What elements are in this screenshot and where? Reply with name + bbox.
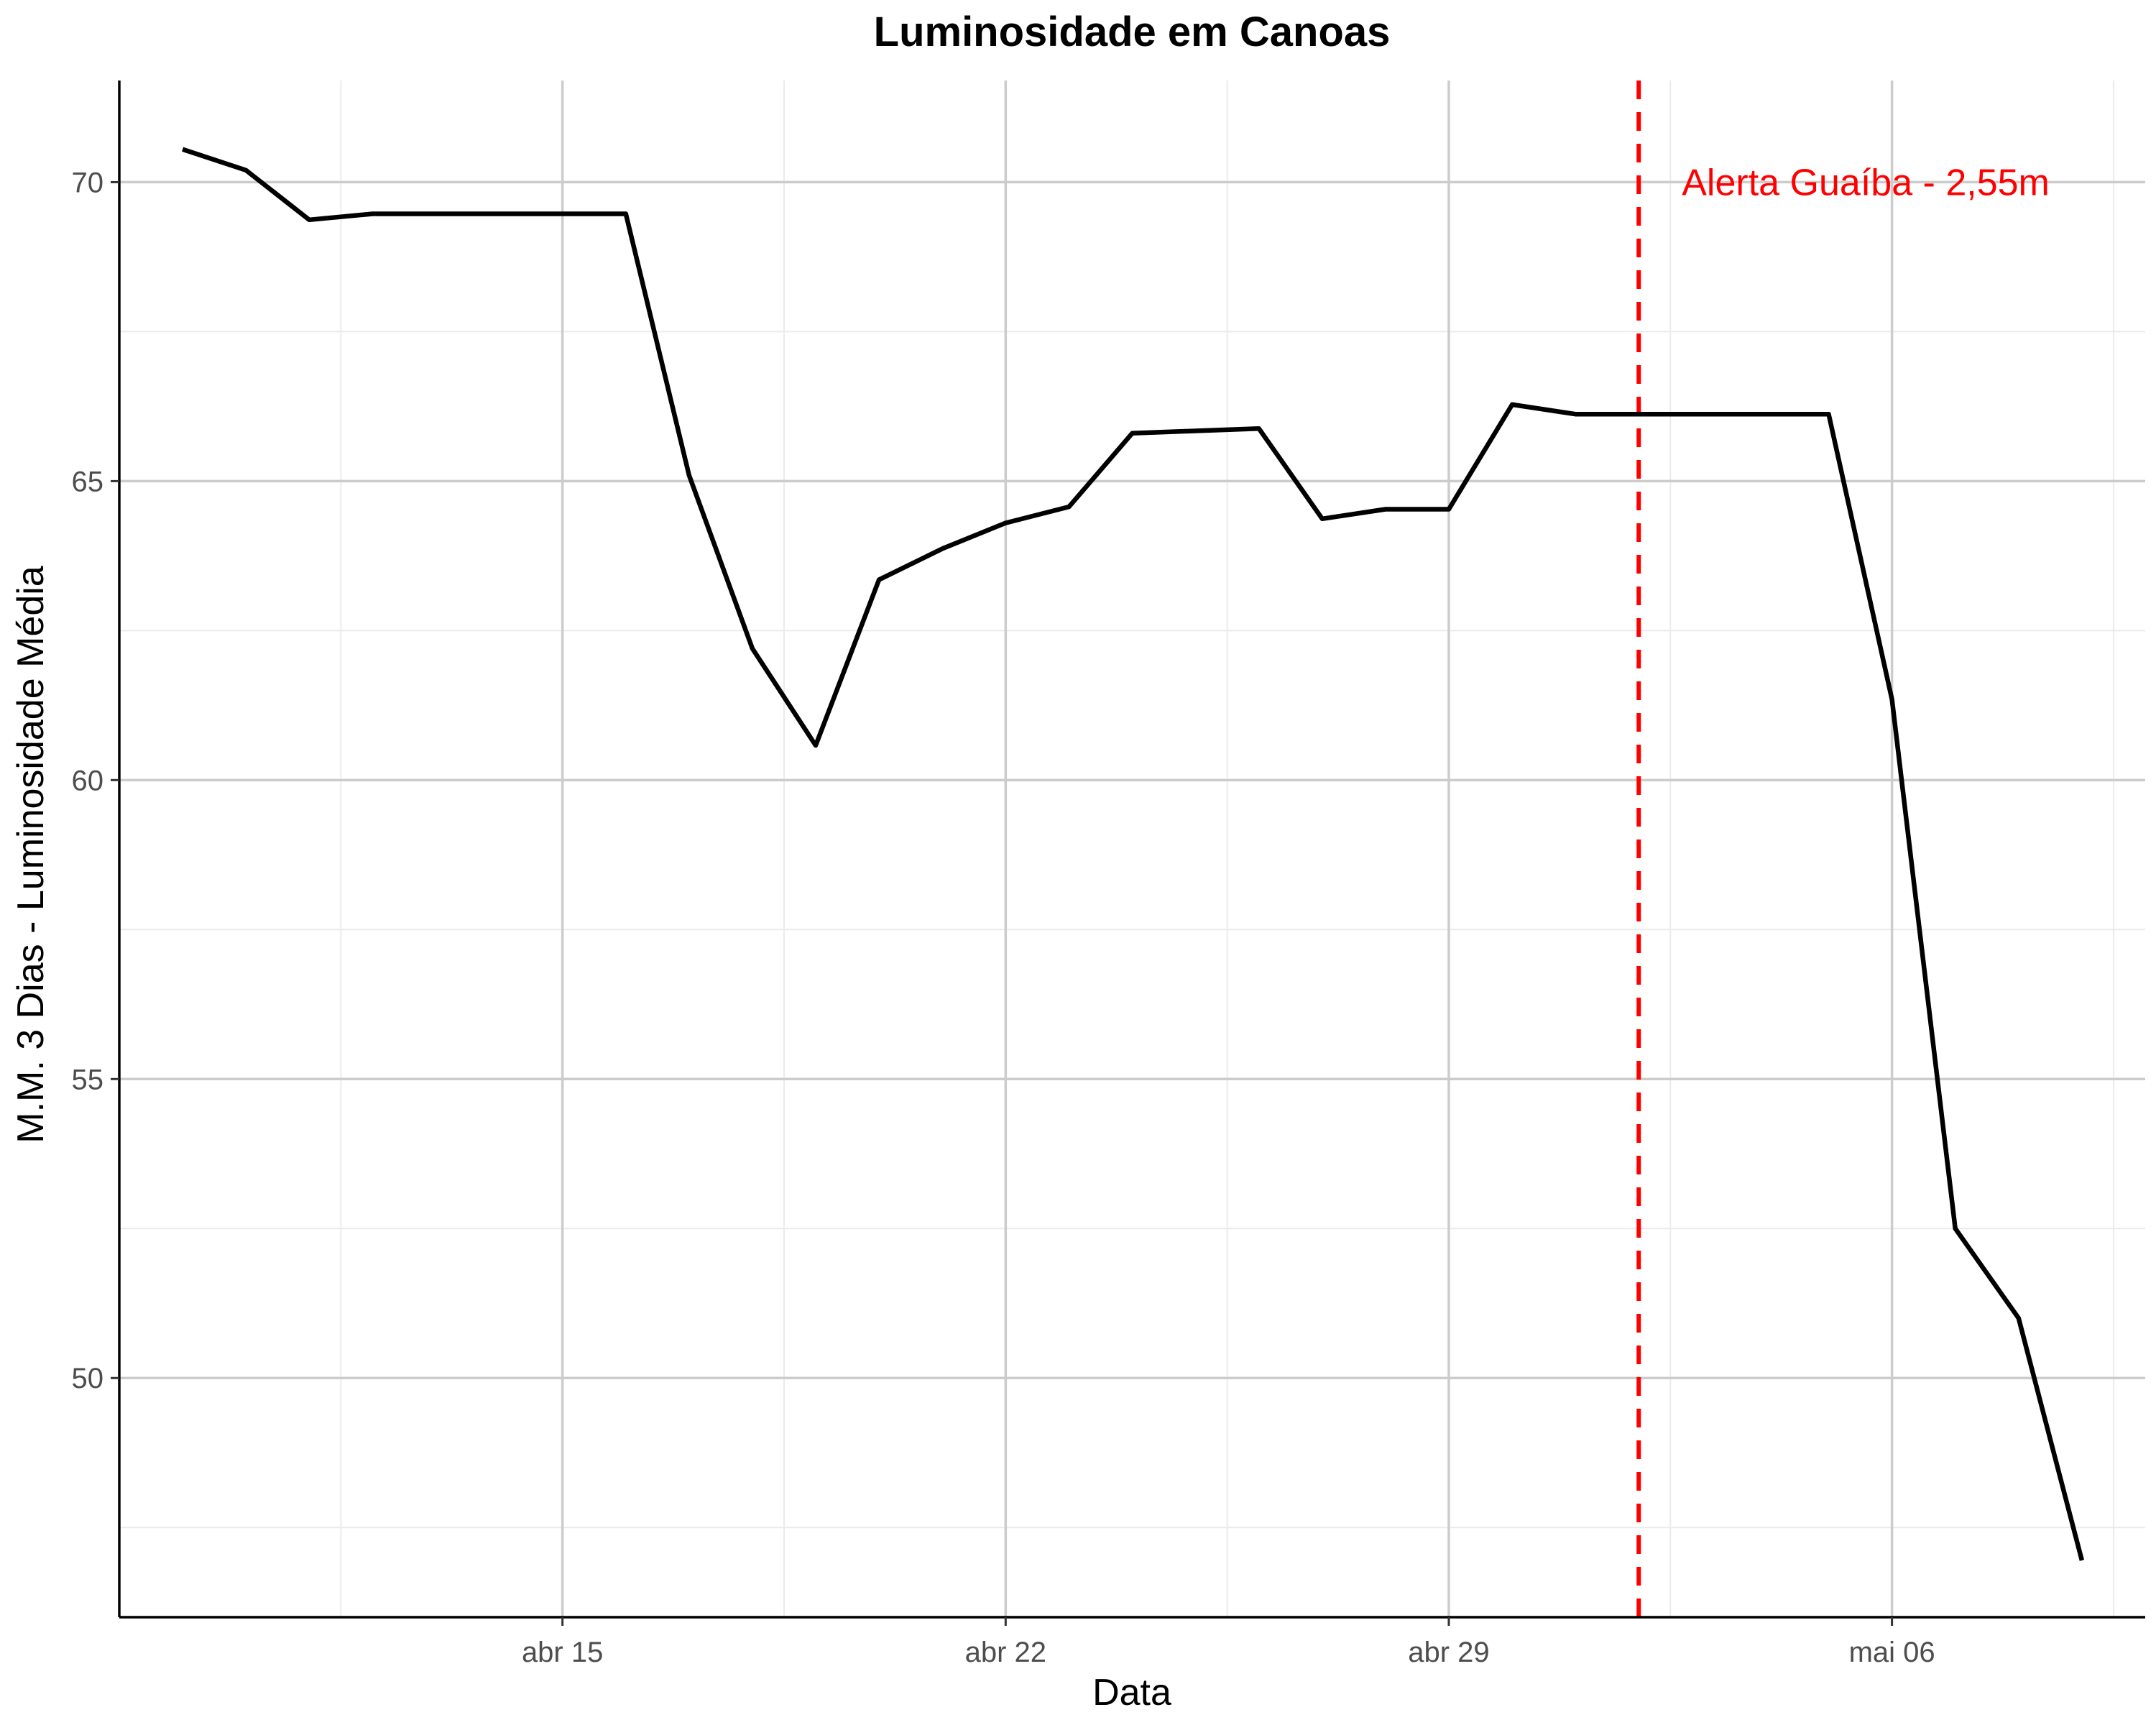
axes [118, 80, 2145, 1619]
x-tick-label: mai 06 [1849, 1637, 1935, 1668]
y-tick-label: 55 [72, 1064, 104, 1095]
alert-annotation-label: Alerta Guaíba - 2,55m [1682, 162, 2050, 203]
y-tick-label: 70 [72, 167, 104, 198]
chart-title: Luminosidade em Canoas [874, 9, 1391, 55]
y-tick-label: 65 [72, 466, 104, 497]
major-grid [119, 80, 2145, 1617]
annotation-layer: Alerta Guaíba - 2,55m [1636, 80, 2050, 1617]
x-tick-label: abr 15 [522, 1637, 603, 1668]
series-line [182, 147, 2085, 1561]
x-tick-label: abr 22 [965, 1637, 1046, 1668]
y-tick-label: 50 [72, 1363, 104, 1394]
tick-labels: abr 15 abr 22 abr 29 mai 06 50 55 60 65 70 [72, 167, 1935, 1668]
y-tick-label: 60 [72, 765, 104, 796]
x-tick-label: abr 29 [1408, 1637, 1489, 1668]
y-axis-title: M.M. 3 Dias - Luminosidade Média [10, 566, 52, 1144]
minor-grid [119, 80, 2145, 1617]
x-axis-title: Data [1092, 1672, 1171, 1714]
series-layer [182, 147, 2085, 1561]
